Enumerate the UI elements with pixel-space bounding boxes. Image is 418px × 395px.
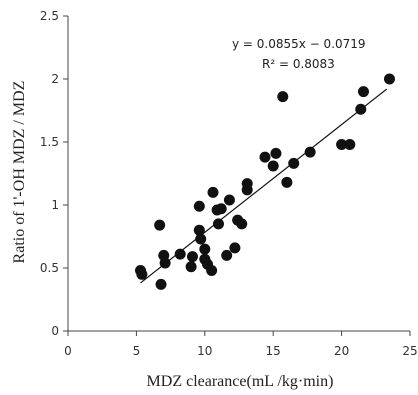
y-axis-title: Ratio of 1'-OH MDZ / MDZ bbox=[11, 81, 28, 264]
data-point bbox=[357, 86, 369, 98]
data-point bbox=[206, 265, 218, 277]
data-point bbox=[154, 219, 166, 231]
data-point bbox=[229, 242, 241, 254]
data-point bbox=[195, 233, 207, 245]
r-squared-label: R² = 0.8083 bbox=[262, 57, 335, 71]
data-point bbox=[185, 261, 197, 273]
data-point bbox=[267, 160, 279, 172]
x-tick-label: 10 bbox=[197, 344, 212, 358]
data-point bbox=[270, 147, 282, 159]
regression-equation: y = 0.0855x − 0.0719 bbox=[232, 37, 366, 51]
y-tick-label: 1.5 bbox=[40, 135, 59, 149]
data-point bbox=[136, 268, 148, 280]
data-point bbox=[207, 186, 219, 198]
data-point bbox=[215, 203, 227, 215]
x-tick-label: 15 bbox=[266, 344, 281, 358]
data-point bbox=[344, 139, 356, 151]
y-tick-label: 2.5 bbox=[40, 9, 59, 23]
data-point bbox=[212, 218, 224, 230]
data-point bbox=[221, 249, 233, 261]
data-point bbox=[193, 224, 205, 236]
x-axis-ticks: 0 5 10 15 20 25 bbox=[64, 331, 418, 358]
x-tick-label: 25 bbox=[402, 344, 417, 358]
data-point bbox=[186, 251, 198, 263]
data-point bbox=[174, 248, 186, 260]
data-point bbox=[259, 151, 271, 163]
data-point bbox=[277, 91, 289, 103]
plot-area bbox=[67, 16, 410, 332]
data-points bbox=[135, 73, 395, 290]
data-point bbox=[336, 139, 348, 151]
x-tick-label: 0 bbox=[64, 344, 72, 358]
data-point bbox=[288, 157, 300, 169]
data-point bbox=[159, 257, 171, 269]
x-tick-label: 5 bbox=[133, 344, 141, 358]
y-tick-label: 1 bbox=[51, 198, 59, 212]
data-point bbox=[383, 73, 395, 85]
x-axis-title: MDZ clearance(mL /kg·min) bbox=[147, 373, 334, 390]
data-point bbox=[281, 176, 293, 188]
data-point bbox=[199, 243, 211, 255]
data-point bbox=[236, 218, 248, 230]
data-point bbox=[223, 194, 235, 206]
x-tick-label: 20 bbox=[334, 344, 349, 358]
y-tick-label: 2 bbox=[51, 72, 59, 86]
y-tick-label: 0.5 bbox=[40, 261, 59, 275]
y-tick-label: 0 bbox=[51, 324, 59, 338]
data-point bbox=[241, 178, 253, 190]
data-point bbox=[304, 146, 316, 158]
data-point bbox=[155, 278, 167, 290]
y-axis-ticks: 0 0.5 1 1.5 2 2.5 bbox=[40, 9, 68, 338]
data-point bbox=[355, 103, 367, 115]
data-point bbox=[193, 200, 205, 212]
